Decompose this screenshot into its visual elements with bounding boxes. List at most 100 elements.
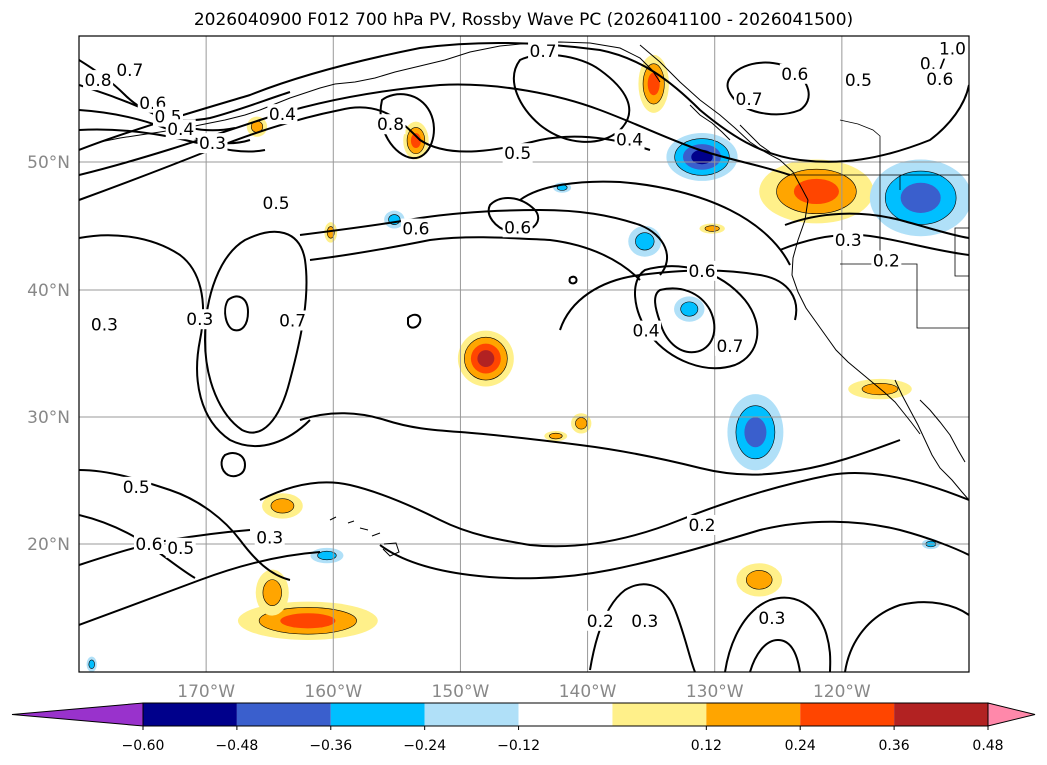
contour-label-bg [629, 610, 660, 631]
contour-label-bg [184, 309, 215, 330]
contour-label: 0.4 [269, 105, 296, 125]
contour-line [519, 180, 791, 266]
colorbar-segment [330, 703, 425, 726]
contour-label-bg [918, 53, 949, 74]
contour-label-bg [89, 314, 120, 335]
pv-anomaly-shading [270, 498, 295, 514]
plot-frame [78, 35, 970, 673]
hawaii-islands [329, 516, 400, 557]
contour-line [79, 469, 291, 581]
longitude-label: 130°W [686, 682, 744, 702]
contour-label-bg [924, 68, 955, 89]
colorbar-tick-label: −0.60 [122, 738, 165, 754]
longitude-label: 120°W [813, 682, 871, 702]
contour-line [79, 128, 266, 153]
alaska-peninsula-coast [334, 41, 661, 85]
latitude-label: 40°N [27, 281, 70, 301]
contour-label-bg [197, 133, 228, 154]
contour-line [259, 472, 969, 548]
us-west-coast [791, 199, 921, 435]
contour-label: 0.3 [256, 529, 283, 549]
contour-label-bg [267, 104, 298, 125]
pv-anomaly-shading [647, 72, 660, 96]
contour-label: 0.5 [123, 478, 150, 498]
colorbar-tick-label: −0.36 [309, 738, 352, 754]
contour-line [379, 93, 435, 160]
colorbar-tick-label: 0.48 [972, 738, 1003, 754]
pv-anomaly-shading [793, 178, 839, 205]
contour-label: 0.2 [587, 612, 614, 632]
contour-label: 0.4 [633, 322, 660, 342]
pv-anomaly-shading [575, 417, 588, 430]
alaska-panhandle-coast [639, 44, 809, 201]
contour-label-bg [687, 514, 717, 535]
contour-label: 0.5 [167, 539, 194, 559]
gulf-of-california-coast [919, 399, 966, 463]
contour-label: 0.3 [835, 231, 862, 251]
latitude-label: 20°N [27, 535, 70, 555]
contour-line [79, 83, 791, 176]
contour-label-bg [756, 608, 787, 629]
contour-label: 0.6 [926, 70, 953, 90]
contour-label-bg [937, 38, 968, 59]
map-title: 2026040900 F012 700 hPa PV, Rossby Wave … [193, 10, 854, 30]
contour-label-bg [400, 218, 431, 239]
contour-label: 0.3 [199, 134, 226, 154]
contour-line [220, 452, 247, 478]
contour-line [487, 197, 540, 234]
longitude-label: 160°W [304, 682, 362, 702]
pv-anomaly-shading [744, 417, 767, 448]
pv-anomaly-shading [900, 182, 941, 213]
colorbar-tick-label: 0.36 [879, 738, 910, 754]
pv-contours [79, 41, 969, 672]
contour-line [724, 596, 832, 672]
contour-label-bg [502, 143, 533, 164]
contour-line [726, 61, 810, 116]
colorbar-segment [800, 703, 895, 726]
contour-label: 0.4 [167, 120, 194, 140]
contour-label: 0.3 [186, 310, 213, 330]
contour-line [79, 106, 651, 201]
contour-label: 0.6 [135, 535, 162, 555]
colorbar-tick-label: 0.24 [785, 738, 816, 754]
colorbar-tick-label: 0.12 [691, 738, 722, 754]
contour-line [784, 212, 969, 239]
pv-anomaly-shading [745, 570, 773, 590]
contour-line [299, 412, 901, 476]
contour-labels: 0.80.70.60.50.40.30.40.80.70.50.40.70.6 0… [83, 38, 968, 632]
contour-label-bg [585, 610, 616, 631]
contour-line [512, 53, 631, 143]
contour-label-bg [502, 217, 533, 238]
contour-line [79, 529, 251, 566]
contour-label: 0.3 [631, 612, 658, 632]
contour-label-bg [375, 114, 406, 135]
inland-state-borders [839, 119, 969, 329]
contour-label-bg [261, 192, 292, 213]
contour-line [654, 287, 716, 354]
contour-line [203, 230, 308, 434]
contour-line [559, 269, 798, 331]
contour-label: 0.5 [845, 71, 872, 91]
contour-label-bg [714, 335, 745, 356]
contour-label: 0.6 [781, 65, 808, 85]
contour-label: 0.6 [504, 218, 531, 238]
colorbar-tick-label: −0.24 [403, 738, 446, 754]
pv-anomaly-shading [88, 659, 95, 669]
contour-line [79, 234, 311, 448]
pv-anomaly-shading [280, 613, 336, 629]
bc-islands-coast [689, 104, 771, 153]
contour-label-bg [734, 89, 765, 109]
contour-label-bg [277, 310, 308, 331]
contour-line [309, 236, 641, 281]
colorbar-segment [894, 703, 988, 726]
aleutian-coast [99, 83, 336, 143]
pv-anomaly-shading [549, 432, 563, 440]
contour-label: 0.7 [716, 337, 743, 357]
contour-label: 0.2 [873, 252, 900, 272]
colorbar-segment [518, 703, 613, 726]
contour-line [779, 233, 969, 256]
contour-line [79, 41, 969, 163]
contour-label: 0.6 [402, 220, 429, 240]
